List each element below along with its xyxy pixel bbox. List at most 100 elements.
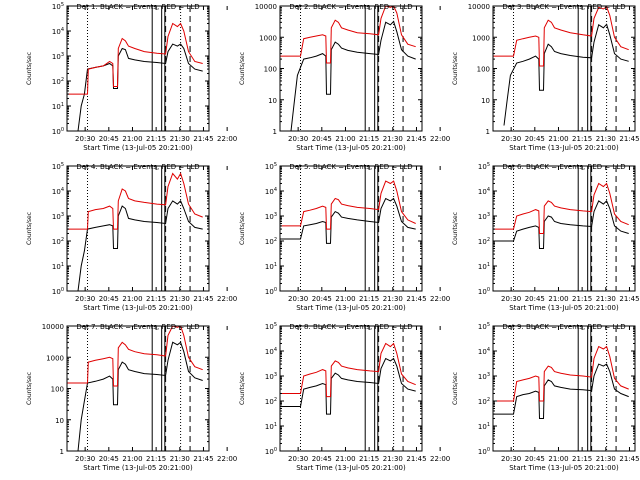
y-axis-label: Counts/sec xyxy=(26,372,33,405)
y-tick-label: 102 xyxy=(478,397,490,406)
panel-title: Det 2: BLACK = Events, RED = LLD xyxy=(289,3,412,11)
y-tick-label: 105 xyxy=(265,322,277,331)
axes-box xyxy=(492,325,636,452)
plot-area xyxy=(280,326,416,451)
y-tick-label: 102 xyxy=(265,397,277,406)
x-axis-label: Start Time (13-Jul-05 20:21:00) xyxy=(509,304,619,312)
y-tick-label: 10000 xyxy=(255,3,277,11)
series-events xyxy=(77,341,203,451)
x-axis-label: Start Time (13-Jul-05 20:21:00) xyxy=(83,464,193,472)
x-tick-label: 20:30 xyxy=(288,135,308,143)
panel-title: Det 6: BLACK = Events, RED = LLD xyxy=(502,163,625,171)
x-tick-label: 21:45 xyxy=(406,455,426,463)
x-tick-label: 21:30 xyxy=(383,295,403,303)
y-tick-label: 100 xyxy=(478,287,490,296)
x-tick-label: 21:00 xyxy=(335,295,355,303)
x-tick-label: 21:30 xyxy=(383,455,403,463)
panel: 100 101 102 103 104 105 20:30 20:45 21:00 21:15 21… xyxy=(26,162,237,312)
panel: 1 10 100 1000 10000 20:30 20:45 21:00 21:15 21:30… xyxy=(239,3,450,152)
series-events xyxy=(493,363,629,419)
x-tick-label: 21:15 xyxy=(359,295,379,303)
series-events xyxy=(503,23,629,126)
panel: 100 101 102 103 104 105 20:30 20:45 21:00 21:15 21… xyxy=(452,322,640,472)
panel-title: Det 3: BLACK = Events, RED = LLD xyxy=(502,3,625,11)
y-tick-label: 105 xyxy=(52,162,64,171)
axes-box xyxy=(66,5,210,132)
y-tick-label: 100 xyxy=(52,127,64,136)
x-tick-label: 22:00 xyxy=(430,135,450,143)
panel: 100 101 102 103 104 105 20:30 20:45 21:00 21:15 21… xyxy=(239,322,450,472)
x-tick-label: 21:45 xyxy=(619,135,639,143)
x-tick-label: 21:30 xyxy=(596,135,616,143)
series-lld xyxy=(280,180,416,230)
x-tick-label: 21:45 xyxy=(619,455,639,463)
plot-area xyxy=(67,326,203,451)
y-tick-label: 1000 xyxy=(46,354,64,362)
y-axis-label: Counts/sec xyxy=(239,52,246,85)
y-tick-label: 100 xyxy=(52,287,64,296)
x-tick-label: 20:45 xyxy=(312,455,332,463)
y-tick-label: 1 xyxy=(486,128,490,136)
y-axis-label: Counts/sec xyxy=(239,212,246,245)
x-tick-label: 20:30 xyxy=(288,455,308,463)
x-axis-label: Start Time (13-Jul-05 20:21:00) xyxy=(296,304,406,312)
y-tick-label: 104 xyxy=(478,187,490,196)
x-tick-label: 20:45 xyxy=(312,135,332,143)
x-tick-label: 20:45 xyxy=(99,135,119,143)
axes-box xyxy=(279,325,423,452)
panel-title: Det 4: BLACK = Events, RED = LLD xyxy=(76,163,199,171)
y-tick-label: 102 xyxy=(478,237,490,246)
x-tick-label: 20:30 xyxy=(75,455,95,463)
x-tick-label: 21:00 xyxy=(122,455,142,463)
x-tick-label: 22:00 xyxy=(217,135,237,143)
x-tick-label: 21:15 xyxy=(359,135,379,143)
series-lld xyxy=(67,326,203,387)
x-tick-label: 21:00 xyxy=(335,455,355,463)
x-tick-label: 22:00 xyxy=(430,295,450,303)
x-tick-label: 20:45 xyxy=(525,135,545,143)
y-tick-label: 103 xyxy=(478,212,490,221)
y-tick-label: 102 xyxy=(265,237,277,246)
x-tick-label: 20:45 xyxy=(525,455,545,463)
y-tick-label: 101 xyxy=(265,422,277,431)
x-tick-label: 21:00 xyxy=(548,135,568,143)
y-tick-label: 1000 xyxy=(259,34,277,42)
y-tick-label: 105 xyxy=(478,162,490,171)
x-tick-label: 21:45 xyxy=(193,295,213,303)
series-events xyxy=(290,20,416,131)
y-tick-label: 104 xyxy=(265,347,277,356)
x-tick-label: 21:15 xyxy=(359,455,379,463)
y-tick-label: 105 xyxy=(52,2,64,11)
y-tick-label: 1000 xyxy=(472,34,490,42)
axes-box xyxy=(66,325,210,452)
plot-area xyxy=(493,6,629,131)
series-lld xyxy=(280,6,416,64)
y-tick-label: 10 xyxy=(268,97,277,105)
x-tick-label: 21:30 xyxy=(596,455,616,463)
series-lld xyxy=(67,172,203,230)
x-tick-label: 21:30 xyxy=(170,295,190,303)
axes-box xyxy=(492,165,636,292)
y-tick-label: 103 xyxy=(478,372,490,381)
series-lld xyxy=(493,345,629,402)
series-lld xyxy=(280,342,416,398)
x-tick-label: 21:30 xyxy=(383,135,403,143)
x-tick-label: 20:45 xyxy=(99,295,119,303)
y-tick-label: 10 xyxy=(481,97,490,105)
y-axis-label: Counts/sec xyxy=(26,212,33,245)
y-tick-label: 101 xyxy=(478,422,490,431)
y-tick-label: 103 xyxy=(52,52,64,61)
panel: 100 101 102 103 104 105 20:30 20:45 21:00 21:15 21… xyxy=(26,2,237,152)
panel-title: Det 8: BLACK = Events, RED = LLD xyxy=(289,323,412,331)
axes-box xyxy=(66,165,210,292)
series-events xyxy=(77,43,203,131)
x-tick-label: 22:00 xyxy=(430,455,450,463)
y-tick-label: 100 xyxy=(265,447,277,456)
y-tick-label: 100 xyxy=(265,287,277,296)
x-tick-label: 21:30 xyxy=(170,135,190,143)
y-axis-label: Counts/sec xyxy=(26,52,33,85)
x-tick-label: 21:00 xyxy=(335,135,355,143)
y-tick-label: 1 xyxy=(273,128,277,136)
x-tick-label: 21:45 xyxy=(193,455,213,463)
y-tick-label: 104 xyxy=(478,347,490,356)
